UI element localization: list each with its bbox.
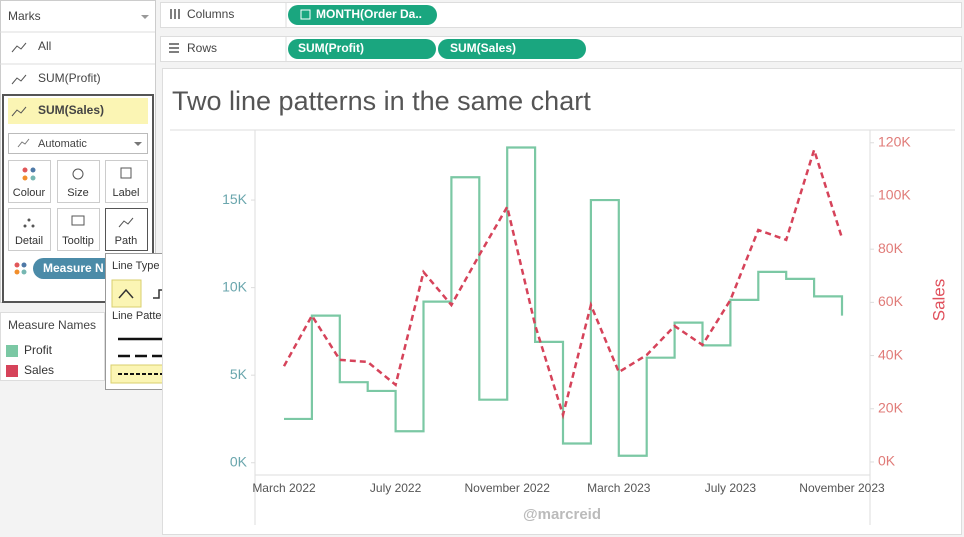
legend-swatch [6, 345, 18, 357]
mark-buttons: Colour Size Label Detail Tooltip Path [8, 160, 148, 251]
icon [118, 217, 134, 228]
line-icon [17, 138, 30, 148]
button-label: Colour [13, 187, 46, 199]
icon [27, 218, 31, 222]
button-label: Size [67, 187, 88, 199]
button-label: Detail [15, 235, 43, 247]
shelf-label: Rows [187, 41, 217, 55]
icon [170, 9, 180, 19]
pill[interactable] [288, 39, 436, 59]
icon [169, 43, 179, 53]
icon [71, 215, 85, 226]
x-tick-label: March 2023 [587, 481, 651, 495]
legend-items: Profit Sales [6, 343, 54, 377]
icon [14, 269, 20, 275]
series-line [282, 145, 844, 420]
x-tick-label: July 2023 [705, 481, 757, 495]
legend-label: Profit [24, 343, 53, 357]
marks-item[interactable]: SUM(Profit) [38, 71, 101, 85]
y2-axis-title: Sales [929, 279, 948, 322]
x-tick-label: November 2023 [799, 481, 885, 495]
icon [21, 262, 27, 268]
y2-tick-label: 100K [878, 187, 911, 203]
option-selected[interactable] [111, 279, 142, 308]
y2-tick-label: 0K [878, 453, 896, 469]
shelf-label: Columns [187, 7, 234, 21]
y-tick-label: 15K [222, 191, 248, 207]
plot: 0K 5K 10K 15K 0K 20K 40K 60K 80K 100K 120K March 20… [222, 133, 911, 495]
icon [14, 262, 20, 268]
marks-title: Marks [8, 9, 41, 23]
icon [22, 175, 28, 181]
button[interactable] [8, 208, 51, 251]
icon [30, 175, 36, 181]
columns-shelf [160, 2, 962, 28]
pill-label: SUM(Sales) [450, 41, 516, 55]
chart-title: Two line patterns in the same chart [172, 86, 591, 116]
y2-tick-label: 80K [878, 240, 904, 256]
line-icon [11, 42, 27, 53]
button[interactable] [8, 160, 51, 203]
legend-label: Sales [24, 363, 54, 377]
linear-icon [118, 288, 134, 299]
highlight [8, 98, 148, 124]
button[interactable] [57, 160, 100, 203]
pill-label: MONTH(Order Da.. [316, 7, 422, 21]
button-label: Label [113, 187, 140, 199]
pill-label: Measure N [43, 261, 104, 275]
mark-type-dropdown[interactable] [8, 133, 148, 154]
icon [72, 168, 84, 180]
y2-tick-label: 20K [878, 399, 904, 415]
active-card [2, 94, 154, 303]
x-tick-label: July 2022 [370, 481, 422, 495]
button-label: Tooltip [62, 235, 94, 247]
y2-tick-label: 40K [878, 346, 904, 362]
icon [120, 167, 132, 179]
marks-item[interactable]: All [38, 39, 51, 53]
button-label: Path [115, 235, 138, 247]
y2-tick-label: 60K [878, 293, 904, 309]
icon [23, 224, 27, 228]
icon [22, 167, 28, 173]
legend-title: Measure Names [8, 318, 96, 332]
icon [300, 9, 311, 20]
y-tick-label: 5K [230, 366, 248, 382]
button[interactable] [105, 208, 148, 251]
pill-label: SUM(Profit) [298, 41, 364, 55]
view [162, 68, 962, 535]
x-tick-label: November 2022 [465, 481, 551, 495]
pill[interactable] [33, 258, 123, 279]
y-tick-label: 10K [222, 278, 248, 294]
popup-heading: Line Pattern [112, 310, 171, 322]
y2-tick-label: 120K [878, 133, 911, 149]
line-icon [11, 106, 27, 117]
x-tick-label: March 2022 [252, 481, 316, 495]
marks-item[interactable]: SUM(Sales) [38, 103, 104, 117]
icon [30, 167, 36, 173]
dropdown-arrow[interactable] [141, 15, 149, 19]
pill[interactable] [288, 5, 437, 25]
y-tick-label: 0K [230, 453, 248, 469]
legend-swatch [6, 365, 18, 377]
pill[interactable] [438, 39, 586, 59]
series-line [284, 146, 844, 457]
dropdown-arrow [134, 142, 142, 146]
popup-heading: Line Type [112, 260, 160, 272]
mark-type[interactable]: Automatic [38, 138, 87, 150]
icon [31, 224, 35, 228]
line-icon [11, 74, 27, 85]
watermark: @marcreid [523, 506, 601, 523]
icon [21, 269, 27, 275]
